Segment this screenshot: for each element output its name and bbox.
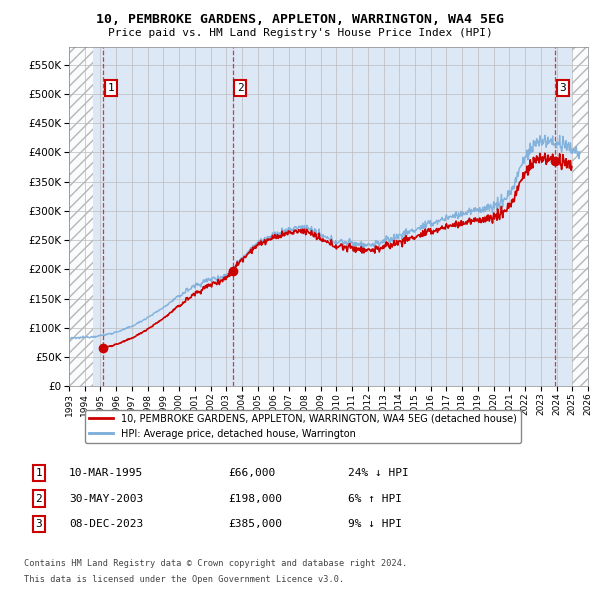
Text: 3: 3 [559, 83, 566, 93]
Text: 24% ↓ HPI: 24% ↓ HPI [348, 468, 409, 478]
Text: £198,000: £198,000 [228, 494, 282, 503]
Text: 1: 1 [107, 83, 114, 93]
Text: 1: 1 [35, 468, 43, 478]
Bar [572, 47, 588, 386]
Text: 30-MAY-2003: 30-MAY-2003 [69, 494, 143, 503]
Text: 10-MAR-1995: 10-MAR-1995 [69, 468, 143, 478]
Text: £385,000: £385,000 [228, 519, 282, 529]
Text: £66,000: £66,000 [228, 468, 275, 478]
Text: 3: 3 [35, 519, 43, 529]
Text: 08-DEC-2023: 08-DEC-2023 [69, 519, 143, 529]
Text: 6% ↑ HPI: 6% ↑ HPI [348, 494, 402, 503]
Text: Price paid vs. HM Land Registry's House Price Index (HPI): Price paid vs. HM Land Registry's House … [107, 28, 493, 38]
Text: 10, PEMBROKE GARDENS, APPLETON, WARRINGTON, WA4 5EG: 10, PEMBROKE GARDENS, APPLETON, WARRINGT… [96, 13, 504, 26]
Text: Contains HM Land Registry data © Crown copyright and database right 2024.: Contains HM Land Registry data © Crown c… [24, 559, 407, 568]
Legend: 10, PEMBROKE GARDENS, APPLETON, WARRINGTON, WA4 5EG (detached house), HPI: Avera: 10, PEMBROKE GARDENS, APPLETON, WARRINGT… [85, 410, 521, 442]
Text: This data is licensed under the Open Government Licence v3.0.: This data is licensed under the Open Gov… [24, 575, 344, 584]
Text: 2: 2 [35, 494, 43, 503]
Text: 2: 2 [236, 83, 244, 93]
Bar [69, 47, 92, 386]
Text: 9% ↓ HPI: 9% ↓ HPI [348, 519, 402, 529]
